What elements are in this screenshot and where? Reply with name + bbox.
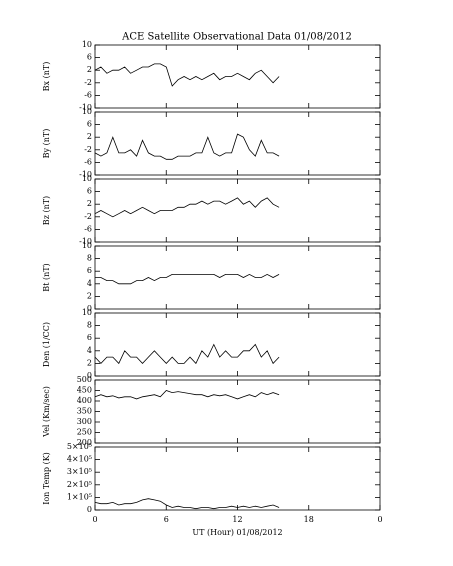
x-tick-label: 6 [164,515,169,524]
y-axis-label: Ion Temp (K) [42,452,51,505]
x-tick-label: 0 [377,515,382,524]
y-tick-label: 200 [77,438,92,447]
y-tick-label: 8 [87,321,92,330]
y-tick-label: -2 [84,78,92,87]
y-tick-label: -10 [79,170,92,179]
panel-frame [94,312,381,377]
panel-frame [94,379,381,444]
y-tick-label: -6 [84,224,92,233]
y-tick-label: 250 [77,428,92,437]
y-tick-label: 10 [82,308,92,317]
y-tick-label: 2 [87,199,92,208]
y-tick-label: -10 [79,103,92,112]
y-tick-label: -2 [84,212,92,221]
y-tick-label: -6 [84,157,92,166]
y-axis-label: Den (1/CC) [42,322,51,367]
data-line [94,133,280,160]
y-tick-label: 4 [87,346,92,355]
y-tick-label: 2 [87,358,92,367]
y-tick-label: -2 [84,145,92,154]
y-tick-label: 0 [87,371,92,380]
y-tick-label: 10 [82,174,92,183]
y-tick-label: 350 [77,407,92,416]
data-line [94,343,280,365]
y-tick-label: 2×10⁵ [67,480,92,489]
x-tick-label: 18 [304,515,314,524]
y-tick-label: 2 [87,132,92,141]
y-tick-label: 450 [77,386,92,395]
panel-frame [94,44,381,109]
data-line [94,390,280,400]
y-tick-label: 2 [87,65,92,74]
panel-frame [94,446,381,511]
y-tick-label: 10 [82,40,92,49]
data-line [94,498,280,510]
x-axis-label: UT (Hour) 01/08/2012 [192,528,282,537]
y-tick-label: 3×10⁵ [67,467,92,476]
y-axis-label: Bx (nT) [42,62,51,92]
data-line [94,63,280,87]
y-tick-label: 8 [87,254,92,263]
y-tick-label: 6 [87,266,92,275]
y-tick-label: 400 [77,396,92,405]
y-tick-label: 0 [87,505,92,514]
y-tick-label: 500 [77,375,92,384]
y-tick-label: -10 [79,237,92,246]
y-tick-label: 300 [77,417,92,426]
y-tick-label: 1×10⁵ [67,492,92,501]
x-tick-label: 0 [92,515,97,524]
y-tick-label: 10 [82,241,92,250]
y-tick-label: 6 [87,53,92,62]
y-axis-label: Bt (nT) [42,263,51,291]
x-tick-label: 12 [232,515,242,524]
panel-frame [94,111,381,176]
panel-frame [94,178,381,243]
y-tick-label: 5×10⁵ [67,442,92,451]
chart-title: ACE Satellite Observational Data 01/08/2… [121,32,352,43]
y-tick-label: 6 [87,187,92,196]
y-axis-label: By (nT) [42,129,51,159]
y-tick-label: 2 [87,291,92,300]
y-tick-label: 4×10⁵ [67,455,92,464]
y-tick-label: 4 [87,279,92,288]
y-axis-label: Vel (Km/sec) [42,386,51,438]
y-tick-label: -6 [84,90,92,99]
y-tick-label: 10 [82,107,92,116]
y-tick-label: 0 [87,304,92,313]
y-axis-label: Bz (nT) [42,196,51,225]
y-tick-label: 6 [87,120,92,129]
panel-frame [94,245,381,310]
data-line [95,273,280,285]
y-tick-label: 6 [87,333,92,342]
data-line [94,197,280,218]
